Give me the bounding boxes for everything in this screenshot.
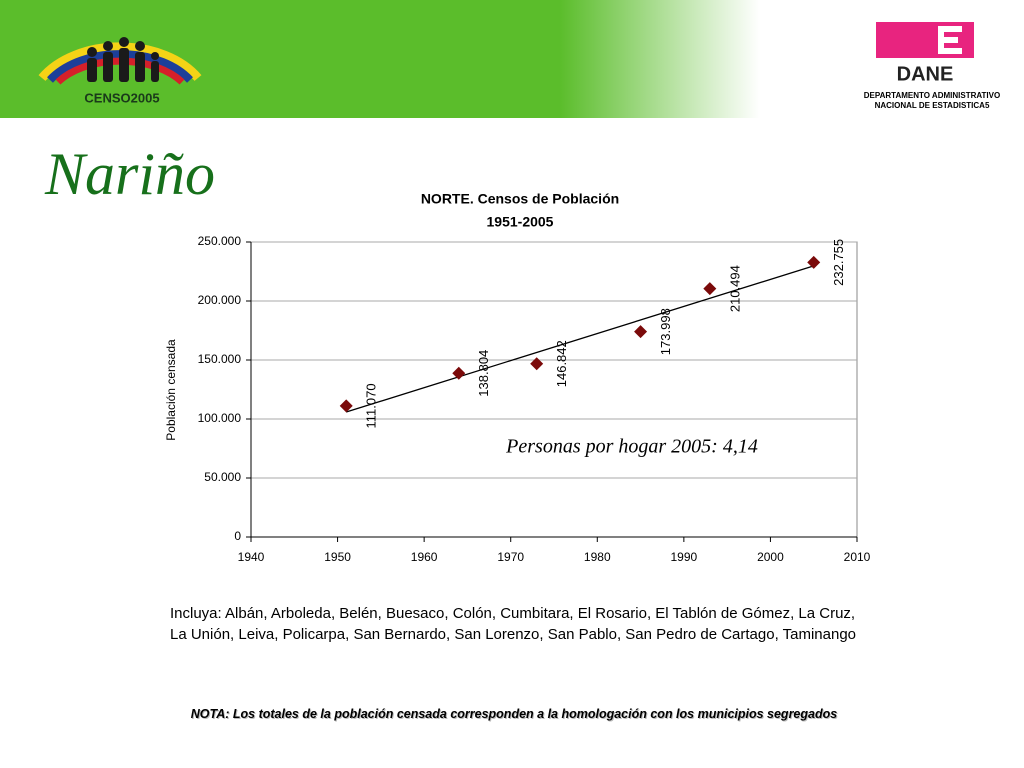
y-tick-label: 50.000 — [204, 470, 241, 484]
point — [634, 325, 648, 339]
note: NOTA: Los totales de la población censad… — [190, 707, 838, 721]
header-band: CENSO2005 DANE DEPARTAMENTO ADMINISTRATI… — [0, 0, 1024, 118]
x-tick-label: 1970 — [497, 550, 524, 564]
point — [807, 255, 821, 269]
value-label: 210.494 — [727, 265, 742, 312]
x-tick-label: 1990 — [671, 550, 698, 564]
x-tick-label: 1950 — [324, 550, 351, 564]
slide-title: Nariño — [45, 141, 216, 207]
value-label: 232.755 — [831, 239, 846, 286]
plot-area — [250, 241, 858, 538]
dane-caption: DEPARTAMENTO ADMINISTRATIVO — [864, 91, 1000, 100]
y-tick-label: 150.000 — [198, 352, 242, 366]
logo-text: CENSO2005 — [84, 90, 159, 105]
point — [530, 357, 544, 371]
logo-figures — [87, 37, 159, 82]
chart-title: NORTE. Censos de Población — [421, 191, 619, 207]
dane-name: DANE — [897, 63, 954, 85]
dane-e — [938, 26, 962, 54]
value-label: 146.842 — [554, 340, 569, 387]
value-label: 111.070 — [364, 383, 379, 428]
y-tick-label: 250.000 — [198, 234, 242, 248]
x-tick-label: 1980 — [584, 550, 611, 564]
value-label: 138.804 — [476, 350, 491, 397]
point — [339, 399, 353, 413]
trendline — [346, 265, 814, 413]
chart: NORTE. Censos de Población 1951-2005 Pob… — [164, 191, 871, 564]
x-tick-label: 1960 — [411, 550, 438, 564]
x-tick-label: 1940 — [238, 550, 265, 564]
y-tick-label: 0 — [234, 529, 241, 543]
y-axis-label: Población censada — [164, 339, 178, 441]
body-text: Incluya: Albán, Arboleda, Belén, Buesaco… — [170, 605, 857, 643]
y-tick-label: 100.000 — [198, 411, 242, 425]
census-logo: CENSO2005 — [38, 37, 202, 105]
point — [452, 366, 466, 380]
y-tick-label: 200.000 — [198, 293, 242, 307]
x-tick-label: 2010 — [844, 550, 871, 564]
annotation: Personas por hogar 2005: 4,14 — [505, 436, 758, 458]
dane-caption: NACIONAL DE ESTADISTICA5 — [875, 101, 990, 110]
value-label: 173.998 — [658, 308, 673, 355]
point — [703, 282, 717, 296]
logo-arc — [38, 42, 202, 81]
chart-subtitle: 1951-2005 — [487, 214, 554, 230]
x-tick-label: 2000 — [757, 550, 784, 564]
dane-logo: DANE DEPARTAMENTO ADMINISTRATIVO NACIONA… — [864, 22, 1000, 110]
